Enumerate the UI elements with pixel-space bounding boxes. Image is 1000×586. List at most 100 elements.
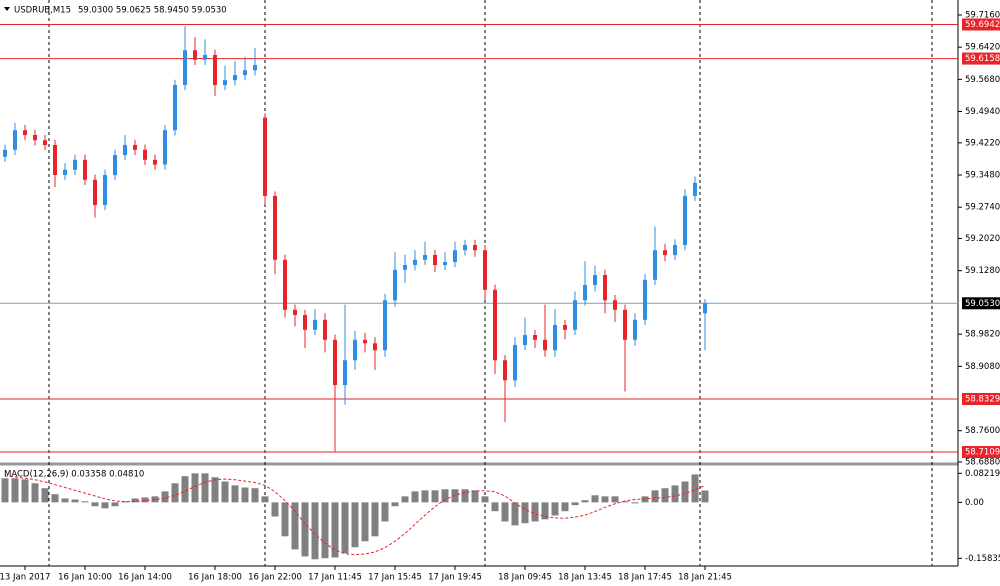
macd-bar bbox=[231, 485, 239, 503]
macd-bar bbox=[241, 487, 249, 503]
candle-body bbox=[563, 325, 567, 330]
level-box bbox=[962, 446, 1000, 459]
candle-body bbox=[343, 360, 347, 386]
candle-body bbox=[673, 245, 677, 256]
candle-body bbox=[593, 275, 597, 286]
y-tick-label: 59.6420 bbox=[965, 43, 1000, 53]
candle-body bbox=[133, 145, 137, 150]
candle-body bbox=[63, 169, 67, 176]
candle-body bbox=[703, 303, 707, 314]
y-tick-label: 58.9080 bbox=[965, 362, 1000, 372]
macd-bar bbox=[611, 496, 619, 503]
chart-title: USDRUB,M15 bbox=[14, 6, 71, 16]
candle-body bbox=[523, 335, 527, 346]
x-tick-label: 18 Jan 13:45 bbox=[558, 573, 612, 583]
candle-body bbox=[353, 339, 357, 361]
candle-body bbox=[303, 315, 307, 330]
macd-bar bbox=[201, 473, 209, 503]
candle-body bbox=[493, 289, 497, 361]
menu-arrow bbox=[4, 7, 10, 11]
y-tick-label: 59.2740 bbox=[965, 203, 1000, 213]
candle-body bbox=[413, 259, 417, 266]
candle-body bbox=[93, 179, 97, 206]
y-tick-label: 59.5680 bbox=[965, 75, 1000, 85]
macd-bar bbox=[31, 483, 39, 503]
macd-bar bbox=[631, 502, 639, 504]
macd-bar bbox=[461, 489, 469, 503]
level-label: 59.6942 bbox=[965, 20, 1000, 30]
y-tick-label: 0.08219 bbox=[965, 469, 1000, 479]
x-tick-label: 17 Jan 11:45 bbox=[308, 573, 362, 583]
candle-body bbox=[73, 159, 77, 170]
current-box bbox=[962, 297, 1000, 310]
macd-bar bbox=[501, 502, 509, 522]
macd-bar bbox=[531, 502, 539, 522]
candle-body bbox=[453, 250, 457, 262]
x-tick-label: 16 Jan 22:00 bbox=[248, 573, 302, 583]
macd-bar bbox=[1, 478, 9, 503]
candle-body bbox=[553, 325, 557, 351]
candle-body bbox=[573, 300, 577, 330]
macd-bar bbox=[221, 481, 229, 503]
current-label: 59.0530 bbox=[965, 299, 1000, 309]
x-tick-label: 16 Jan 18:00 bbox=[188, 573, 242, 583]
candle-body bbox=[643, 279, 647, 320]
candle-body bbox=[33, 135, 37, 141]
macd-bar bbox=[351, 502, 359, 548]
candle-body bbox=[23, 130, 27, 136]
macd-bar bbox=[171, 483, 179, 503]
macd-bar bbox=[401, 496, 409, 503]
candle-body bbox=[123, 145, 127, 156]
macd-bar bbox=[491, 502, 499, 512]
candle-body bbox=[83, 159, 87, 180]
candle-body bbox=[513, 345, 517, 381]
macd-bar bbox=[101, 502, 109, 509]
y-tick-label: -0.15835 bbox=[965, 554, 1000, 564]
candle-body bbox=[103, 175, 107, 206]
macd-bar bbox=[641, 496, 649, 503]
candle-body bbox=[183, 50, 187, 86]
y-tick-label: 58.9820 bbox=[965, 330, 1000, 340]
macd-bar bbox=[161, 491, 169, 503]
macd-bar bbox=[141, 497, 149, 503]
macd-bar bbox=[61, 498, 69, 503]
macd-bar bbox=[211, 477, 219, 503]
candle-body bbox=[633, 319, 637, 340]
macd-bar bbox=[471, 490, 479, 503]
candle-body bbox=[463, 245, 467, 251]
macd-bar bbox=[441, 489, 449, 503]
x-tick-label: 16 Jan 14:00 bbox=[118, 573, 172, 583]
macd-bar bbox=[151, 496, 159, 503]
candle-body bbox=[603, 275, 607, 301]
macd-bar bbox=[21, 479, 29, 503]
macd-bar bbox=[421, 490, 429, 503]
macd-bar bbox=[131, 498, 139, 503]
candle-body bbox=[53, 145, 57, 176]
candle-body bbox=[483, 250, 487, 290]
candle-body bbox=[373, 343, 377, 351]
macd-title: MACD(12,26,9) 0.03358 0.04810 bbox=[4, 470, 144, 480]
macd-bar bbox=[91, 502, 99, 507]
macd-bar bbox=[301, 502, 309, 557]
macd-bar bbox=[371, 502, 379, 537]
macd-bar bbox=[121, 501, 129, 503]
candle-body bbox=[203, 55, 207, 60]
candle-body bbox=[293, 309, 297, 316]
candle-body bbox=[423, 255, 427, 260]
macd-bar bbox=[111, 502, 119, 507]
macd-bar bbox=[411, 491, 419, 503]
macd-bar bbox=[381, 502, 389, 522]
macd-bar bbox=[541, 502, 549, 520]
candle-body bbox=[683, 195, 687, 246]
candle-body bbox=[113, 155, 117, 176]
candle-body bbox=[243, 70, 247, 76]
macd-bar bbox=[661, 488, 669, 503]
level-box bbox=[962, 52, 1000, 65]
macd-bar bbox=[311, 502, 319, 560]
x-tick-label: 13 Jan 2017 bbox=[0, 573, 50, 583]
macd-bar bbox=[11, 478, 19, 503]
candle-body bbox=[223, 80, 227, 86]
candle-body bbox=[613, 300, 617, 310]
macd-bar bbox=[281, 502, 289, 537]
